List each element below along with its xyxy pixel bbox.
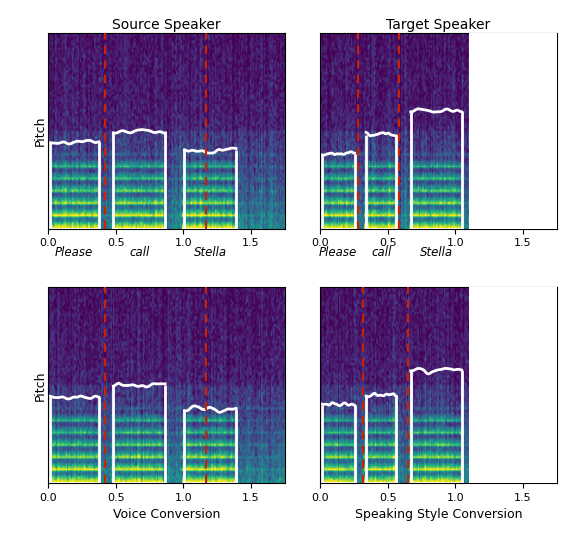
Text: Please: Please	[319, 246, 357, 259]
Bar	[469, 287, 557, 483]
Y-axis label: Pitch: Pitch	[34, 370, 47, 401]
Text: call: call	[371, 246, 391, 259]
Bar	[469, 33, 557, 229]
Text: Stella: Stella	[420, 246, 453, 259]
X-axis label: Speaking Style Conversion: Speaking Style Conversion	[354, 508, 522, 521]
Text: Stella: Stella	[194, 246, 227, 259]
Title: Target Speaker: Target Speaker	[386, 17, 491, 32]
Text: Please: Please	[55, 246, 93, 259]
X-axis label: Voice Conversion: Voice Conversion	[113, 508, 220, 521]
Y-axis label: Pitch: Pitch	[34, 115, 47, 146]
Title: Source Speaker: Source Speaker	[112, 17, 221, 32]
Text: call: call	[129, 246, 149, 259]
